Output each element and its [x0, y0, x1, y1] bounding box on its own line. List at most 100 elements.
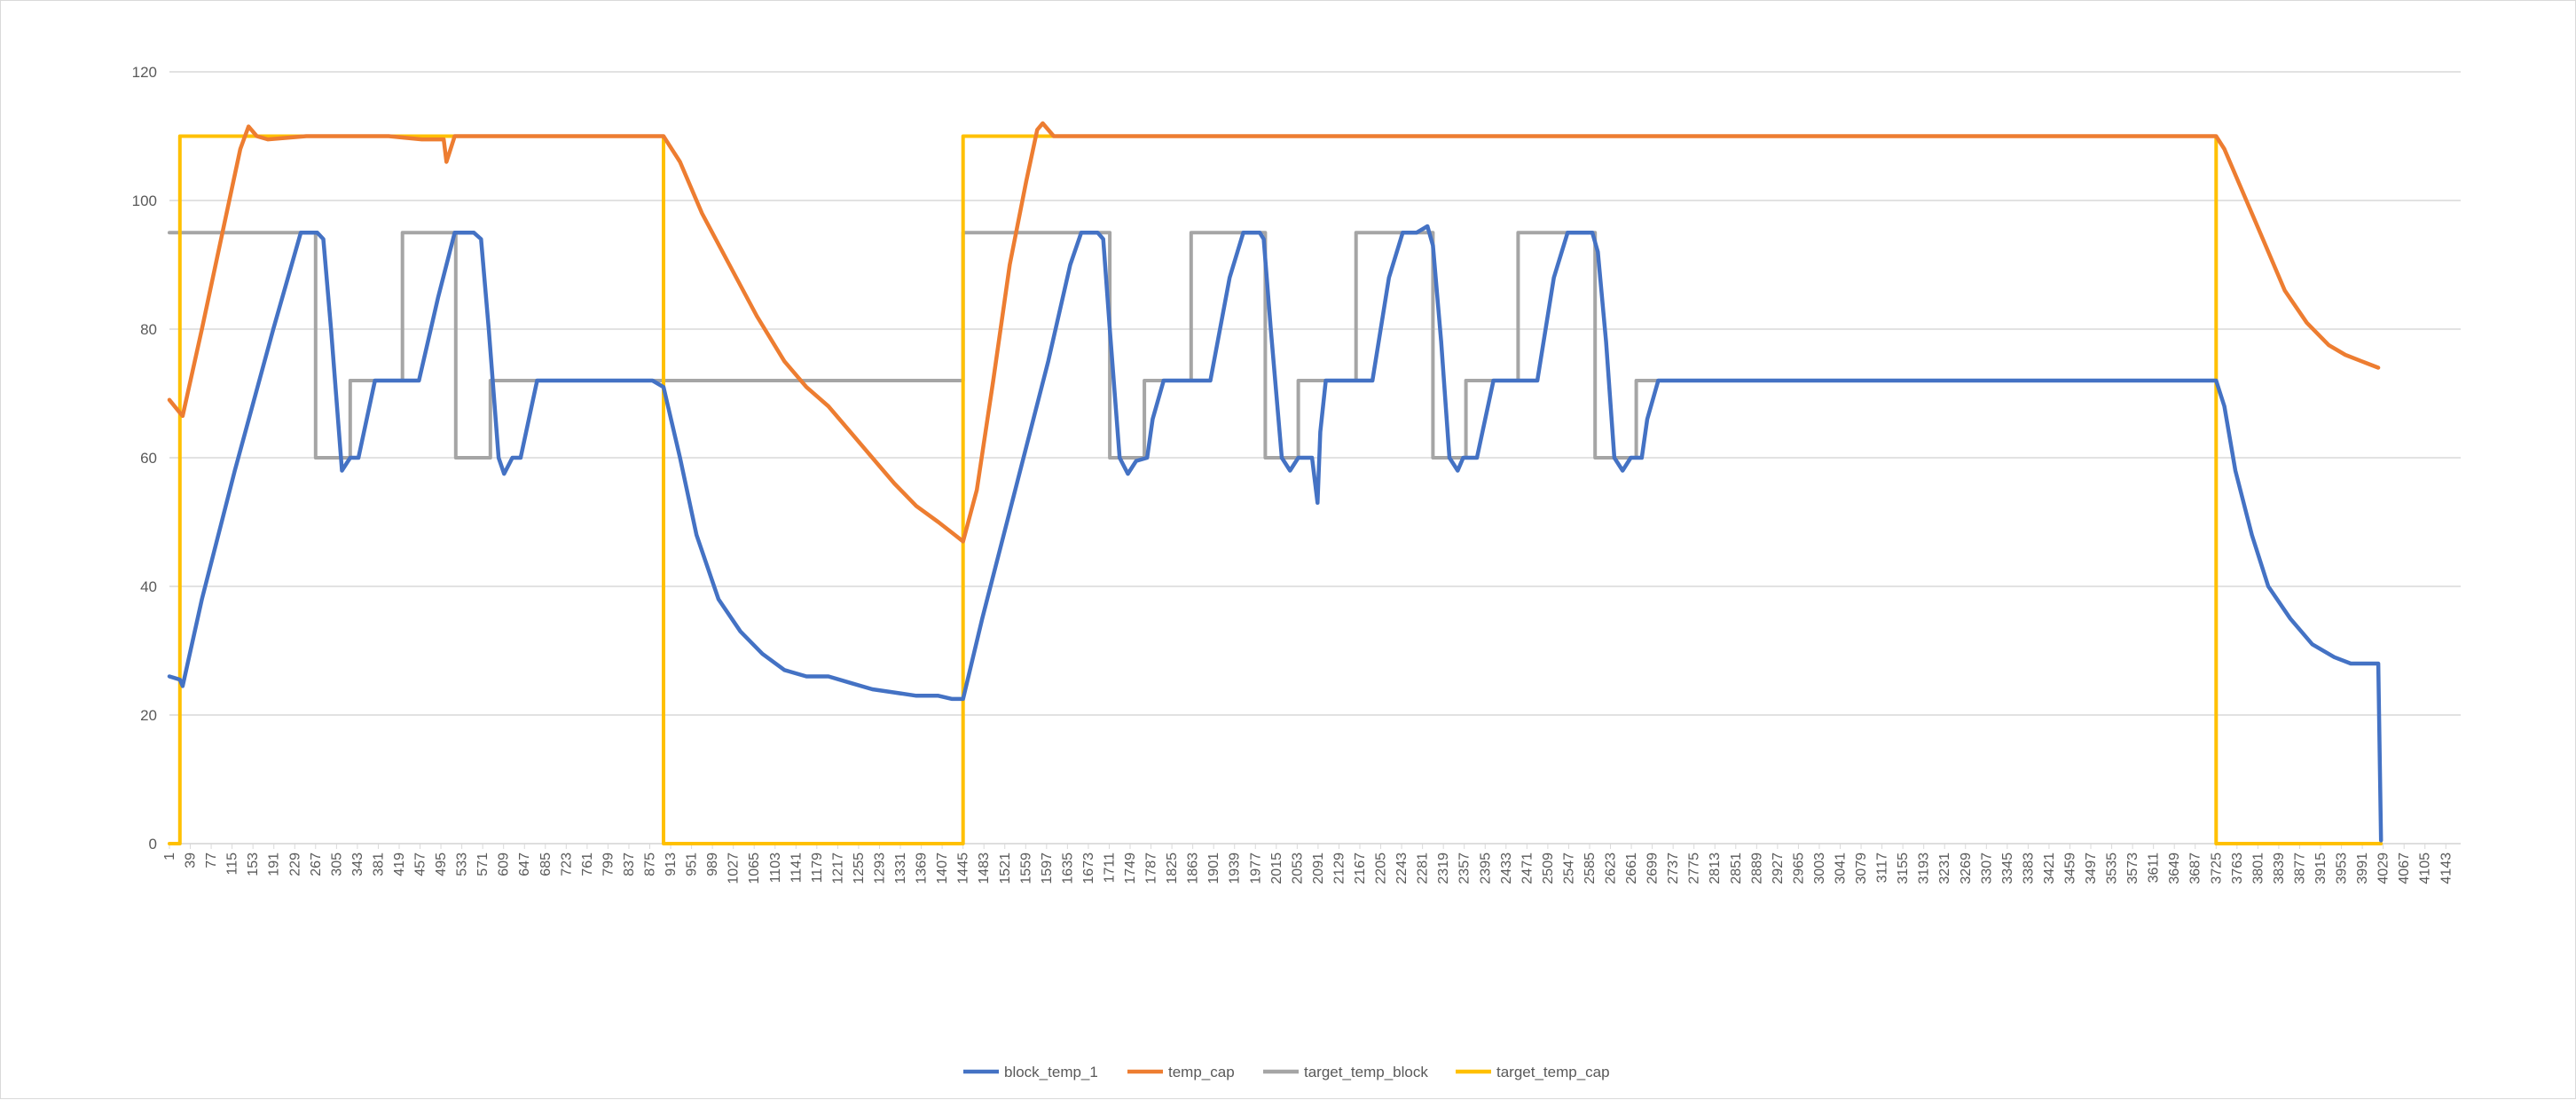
x-tick-label: 153 — [246, 852, 261, 876]
x-tick-label: 3573 — [2125, 852, 2140, 884]
x-tick-label: 3155 — [1896, 852, 1911, 884]
x-tick-label: 2319 — [1436, 852, 1451, 884]
x-tick-label: 3079 — [1854, 852, 1869, 884]
x-tick-label: 1673 — [1081, 852, 1096, 884]
x-tick-label: 2205 — [1374, 852, 1389, 884]
gridlines — [169, 71, 2461, 845]
x-tick-label: 2927 — [1771, 852, 1786, 884]
x-tick-label: 229 — [287, 852, 302, 876]
x-tick-label: 2737 — [1666, 852, 1681, 884]
x-tick-label: 3231 — [1937, 852, 1952, 884]
x-tick-label: 77 — [204, 852, 219, 868]
x-tick-label: 2775 — [1687, 852, 1702, 884]
legend-label: temp_cap — [1168, 1064, 1235, 1080]
x-tick-label: 1103 — [768, 852, 783, 884]
x-tick-label: 3269 — [1959, 852, 1974, 884]
x-tick-label: 1369 — [915, 852, 930, 884]
x-tick-label: 4105 — [2418, 852, 2433, 884]
x-tick-label: 2699 — [1645, 852, 1661, 884]
x-tick-label: 1027 — [726, 852, 742, 884]
x-tick-label: 419 — [392, 852, 407, 876]
x-tick-label: 2129 — [1331, 852, 1347, 884]
x-tick-label: 571 — [475, 852, 491, 876]
x-tick-label: 4067 — [2397, 852, 2412, 884]
x-tick-label: 343 — [350, 852, 365, 876]
x-tick-label: 267 — [309, 852, 324, 876]
y-tick-label: 20 — [140, 707, 157, 724]
x-tick-label: 191 — [267, 852, 282, 876]
x-tick-label: 4143 — [2439, 852, 2454, 884]
x-tick-label: 3649 — [2167, 852, 2182, 884]
x-tick-label: 951 — [685, 852, 700, 876]
x-tick-label: 1749 — [1123, 852, 1138, 884]
x-tick-label: 3459 — [2062, 852, 2077, 884]
x-tick-label: 913 — [664, 852, 679, 876]
x-tick-label: 2965 — [1791, 852, 1806, 884]
x-tick-label: 2243 — [1394, 852, 1410, 884]
x-tick-label: 3953 — [2335, 852, 2350, 884]
x-tick-label: 2661 — [1624, 852, 1639, 884]
y-tick-label: 80 — [140, 321, 157, 338]
x-tick-label: 1407 — [935, 852, 950, 884]
x-tick-label: 3307 — [1979, 852, 1994, 884]
x-tick-label: 2281 — [1416, 852, 1431, 884]
x-tick-label: 2091 — [1311, 852, 1326, 884]
x-tick-label: 1825 — [1165, 852, 1180, 884]
x-tick-label: 1331 — [893, 852, 908, 884]
legend: block_temp_1 temp_cap target_temp_block tar… — [963, 1064, 1610, 1080]
y-tick-label: 0 — [149, 836, 157, 852]
x-tick-label: 3877 — [2292, 852, 2307, 884]
x-tick-label: 1711 — [1102, 852, 1117, 884]
x-tick-label: 1445 — [956, 852, 971, 884]
x-tick-label: 2395 — [1478, 852, 1493, 884]
x-tick-label: 1 — [162, 852, 177, 860]
x-tick-label: 875 — [643, 852, 658, 876]
x-tick-label: 3117 — [1875, 852, 1890, 884]
x-tick-label: 3041 — [1834, 852, 1849, 884]
x-tick-label: 3991 — [2355, 852, 2370, 884]
x-axis-tick-labels: 1 39 77 115 153 191 229 267 305 343 381 419 457 495 53… — [162, 844, 2454, 884]
x-tick-label: 305 — [329, 852, 344, 876]
x-tick-label: 2433 — [1499, 852, 1514, 884]
x-tick-label: 2471 — [1520, 852, 1535, 884]
x-tick-label: 3003 — [1812, 852, 1827, 884]
x-tick-label: 3497 — [2084, 852, 2099, 884]
x-tick-label: 3421 — [2042, 852, 2057, 884]
x-tick-label: 3383 — [2021, 852, 2036, 884]
x-tick-label: 495 — [434, 852, 449, 876]
x-tick-label: 1559 — [1018, 852, 1033, 884]
y-tick-label: 120 — [132, 64, 157, 81]
x-tick-label: 3725 — [2209, 852, 2224, 884]
x-tick-label: 989 — [705, 852, 720, 876]
x-tick-label: 2585 — [1583, 852, 1598, 884]
x-tick-label: 3801 — [2250, 852, 2266, 884]
x-tick-label: 115 — [225, 852, 240, 876]
x-tick-label: 3839 — [2272, 852, 2287, 884]
y-tick-label: 40 — [140, 578, 157, 595]
x-tick-label: 2547 — [1561, 852, 1576, 884]
x-tick-label: 647 — [517, 852, 532, 876]
x-tick-label: 1179 — [810, 852, 825, 884]
x-tick-label: 1863 — [1186, 852, 1201, 884]
x-tick-label: 457 — [413, 852, 428, 876]
x-tick-label: 4029 — [2376, 852, 2391, 884]
y-axis-tick-labels: 0 20 40 60 80 100 120 — [132, 64, 157, 852]
x-tick-label: 3763 — [2230, 852, 2245, 884]
x-tick-label: 3915 — [2313, 852, 2329, 884]
x-tick-label: 3535 — [2105, 852, 2120, 884]
x-tick-label: 2015 — [1269, 852, 1284, 884]
x-tick-label: 1977 — [1248, 852, 1263, 884]
legend-label: block_temp_1 — [1004, 1064, 1098, 1080]
series-line-block-temp-1 — [167, 224, 2384, 843]
x-tick-label: 1939 — [1228, 852, 1243, 884]
x-tick-label: 1065 — [747, 852, 762, 884]
x-tick-label: 1293 — [872, 852, 887, 884]
legend-label: target_temp_cap — [1496, 1064, 1610, 1080]
x-tick-label: 1787 — [1144, 852, 1159, 884]
x-tick-label: 2623 — [1604, 852, 1619, 884]
x-tick-label: 3687 — [2188, 852, 2203, 884]
x-tick-label: 1597 — [1040, 852, 1055, 884]
x-tick-label: 381 — [371, 852, 386, 876]
